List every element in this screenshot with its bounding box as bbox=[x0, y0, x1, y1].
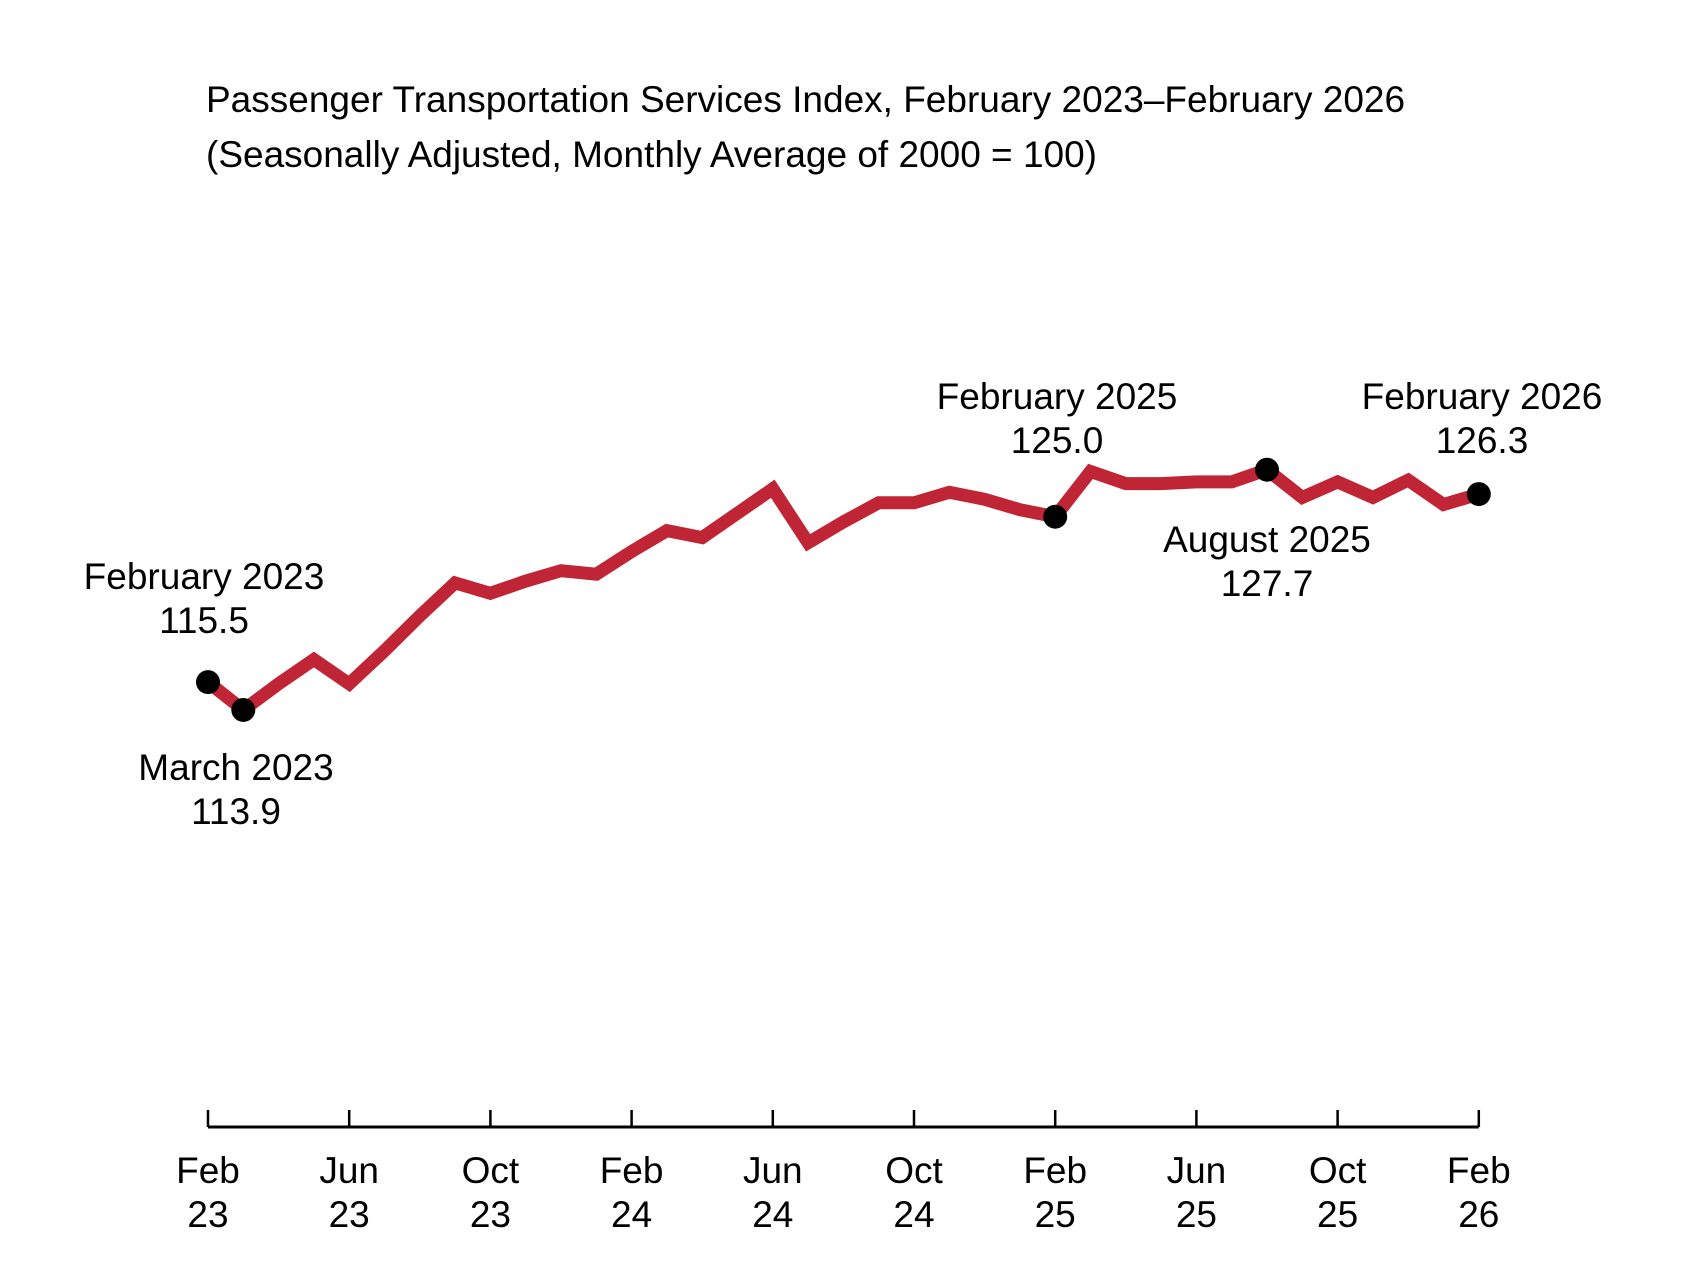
x-axis-tick-label: Feb bbox=[600, 1150, 664, 1191]
x-axis-tick-label: 23 bbox=[329, 1194, 370, 1235]
x-axis-tick-label: Feb bbox=[176, 1150, 240, 1191]
annotation-value: 115.5 bbox=[159, 600, 249, 641]
data-point-marker bbox=[231, 697, 256, 722]
data-point-marker bbox=[1466, 482, 1491, 507]
annotation-label: August 2025 bbox=[1163, 519, 1371, 560]
x-axis-tick-label: Oct bbox=[1309, 1150, 1367, 1191]
x-axis-tick-label: 23 bbox=[470, 1194, 511, 1235]
chart-title: Passenger Transportation Services Index,… bbox=[206, 79, 1406, 120]
title-block: Passenger Transportation Services Index,… bbox=[206, 72, 1405, 182]
annotation-label: February 2026 bbox=[1362, 376, 1603, 417]
x-axis-tick-label: 24 bbox=[611, 1194, 652, 1235]
x-axis-tick-label: Oct bbox=[885, 1150, 943, 1191]
annotation-value: 113.9 bbox=[191, 791, 281, 832]
x-axis-tick-label: Jun bbox=[319, 1150, 379, 1191]
annotation-value: 126.3 bbox=[1436, 420, 1529, 461]
x-axis-tick-label: 25 bbox=[1035, 1194, 1076, 1235]
x-axis-tick-label: Jun bbox=[1167, 1150, 1227, 1191]
x-axis-tick-label: Feb bbox=[1447, 1150, 1511, 1191]
x-axis-tick-label: 24 bbox=[752, 1194, 793, 1235]
annotation-label: March 2023 bbox=[138, 747, 333, 788]
chart-subtitle: (Seasonally Adjusted, Monthly Average of… bbox=[206, 134, 1097, 175]
annotation-value: 125.0 bbox=[1011, 420, 1104, 461]
x-axis-tick-label: 24 bbox=[893, 1194, 934, 1235]
annotation-value: 127.7 bbox=[1221, 563, 1314, 604]
data-point-marker bbox=[1255, 457, 1279, 482]
data-point-marker bbox=[196, 670, 220, 695]
x-axis-tick-label: 23 bbox=[187, 1194, 228, 1235]
x-axis-tick-label: Jun bbox=[743, 1150, 803, 1191]
x-axis-tick-label: Oct bbox=[462, 1150, 520, 1191]
x-axis-tick-label: Feb bbox=[1023, 1150, 1087, 1191]
annotation-label: February 2025 bbox=[937, 376, 1178, 417]
x-axis-tick-label: 25 bbox=[1176, 1194, 1217, 1235]
x-axis-tick-label: 25 bbox=[1317, 1194, 1358, 1235]
annotation-label: February 2023 bbox=[84, 556, 325, 597]
data-point-marker bbox=[1043, 504, 1068, 529]
x-axis-tick-label: 26 bbox=[1458, 1194, 1499, 1235]
